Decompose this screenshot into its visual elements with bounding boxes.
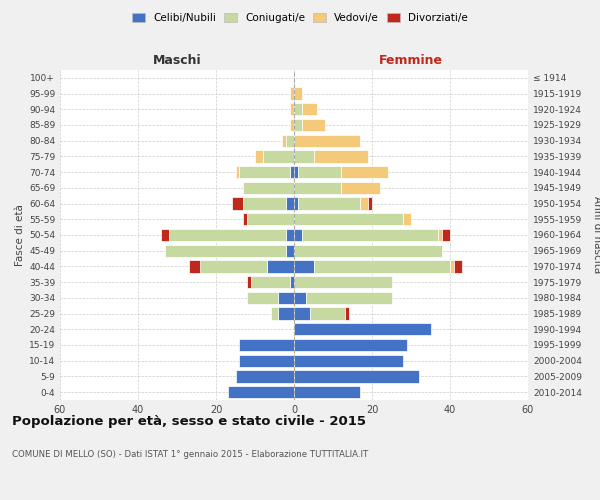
Bar: [294, 308, 310, 320]
Legend: Celibi/Nubili, Coniugati/e, Vedovi/e, Divorziati/e: Celibi/Nubili, Coniugati/e, Vedovi/e, Di…: [129, 10, 471, 26]
Bar: [239, 354, 294, 367]
Bar: [302, 229, 438, 241]
Bar: [294, 88, 302, 100]
Bar: [341, 182, 380, 194]
Bar: [290, 119, 294, 131]
Bar: [450, 260, 454, 272]
Bar: [228, 386, 294, 398]
Bar: [247, 292, 278, 304]
Bar: [294, 370, 419, 382]
Bar: [247, 276, 251, 288]
Bar: [286, 244, 294, 257]
Bar: [266, 260, 294, 272]
Bar: [278, 292, 294, 304]
Bar: [438, 229, 442, 241]
Bar: [286, 134, 294, 147]
Y-axis label: Fasce di età: Fasce di età: [15, 204, 25, 266]
Bar: [161, 229, 169, 241]
Bar: [244, 213, 247, 226]
Bar: [278, 308, 294, 320]
Bar: [290, 88, 294, 100]
Bar: [294, 103, 302, 116]
Bar: [294, 260, 314, 272]
Bar: [403, 213, 411, 226]
Bar: [286, 198, 294, 209]
Bar: [360, 198, 368, 209]
Bar: [166, 244, 286, 257]
Bar: [251, 276, 290, 288]
Bar: [294, 339, 407, 351]
Bar: [263, 150, 294, 162]
Bar: [302, 103, 317, 116]
Bar: [298, 198, 360, 209]
Bar: [442, 229, 450, 241]
Bar: [189, 260, 200, 272]
Text: COMUNE DI MELLO (SO) - Dati ISTAT 1° gennaio 2015 - Elaborazione TUTTITALIA.IT: COMUNE DI MELLO (SO) - Dati ISTAT 1° gen…: [12, 450, 368, 459]
Bar: [294, 213, 403, 226]
Bar: [302, 119, 325, 131]
Bar: [235, 166, 239, 178]
Bar: [314, 150, 368, 162]
Bar: [290, 276, 294, 288]
Bar: [298, 166, 341, 178]
Bar: [290, 166, 294, 178]
Bar: [255, 150, 263, 162]
Bar: [306, 292, 392, 304]
Bar: [294, 166, 298, 178]
Bar: [286, 229, 294, 241]
Bar: [294, 182, 341, 194]
Bar: [232, 198, 244, 209]
Bar: [290, 103, 294, 116]
Bar: [294, 292, 306, 304]
Bar: [294, 150, 314, 162]
Bar: [294, 323, 431, 336]
Bar: [169, 229, 286, 241]
Bar: [344, 308, 349, 320]
Bar: [310, 308, 345, 320]
Bar: [294, 276, 392, 288]
Text: Femmine: Femmine: [379, 54, 443, 68]
Bar: [244, 198, 286, 209]
Bar: [294, 134, 360, 147]
Bar: [454, 260, 462, 272]
Text: Maschi: Maschi: [152, 54, 202, 68]
Bar: [341, 166, 388, 178]
Bar: [294, 386, 360, 398]
Bar: [283, 134, 286, 147]
Bar: [239, 339, 294, 351]
Bar: [244, 182, 294, 194]
Bar: [294, 229, 302, 241]
Bar: [247, 213, 294, 226]
Bar: [294, 354, 403, 367]
Bar: [294, 198, 298, 209]
Y-axis label: Anni di nascita: Anni di nascita: [592, 196, 600, 274]
Bar: [314, 260, 450, 272]
Bar: [294, 244, 442, 257]
Bar: [294, 119, 302, 131]
Bar: [200, 260, 266, 272]
Bar: [368, 198, 372, 209]
Bar: [235, 370, 294, 382]
Bar: [239, 166, 290, 178]
Text: Popolazione per età, sesso e stato civile - 2015: Popolazione per età, sesso e stato civil…: [12, 415, 366, 428]
Bar: [271, 308, 278, 320]
